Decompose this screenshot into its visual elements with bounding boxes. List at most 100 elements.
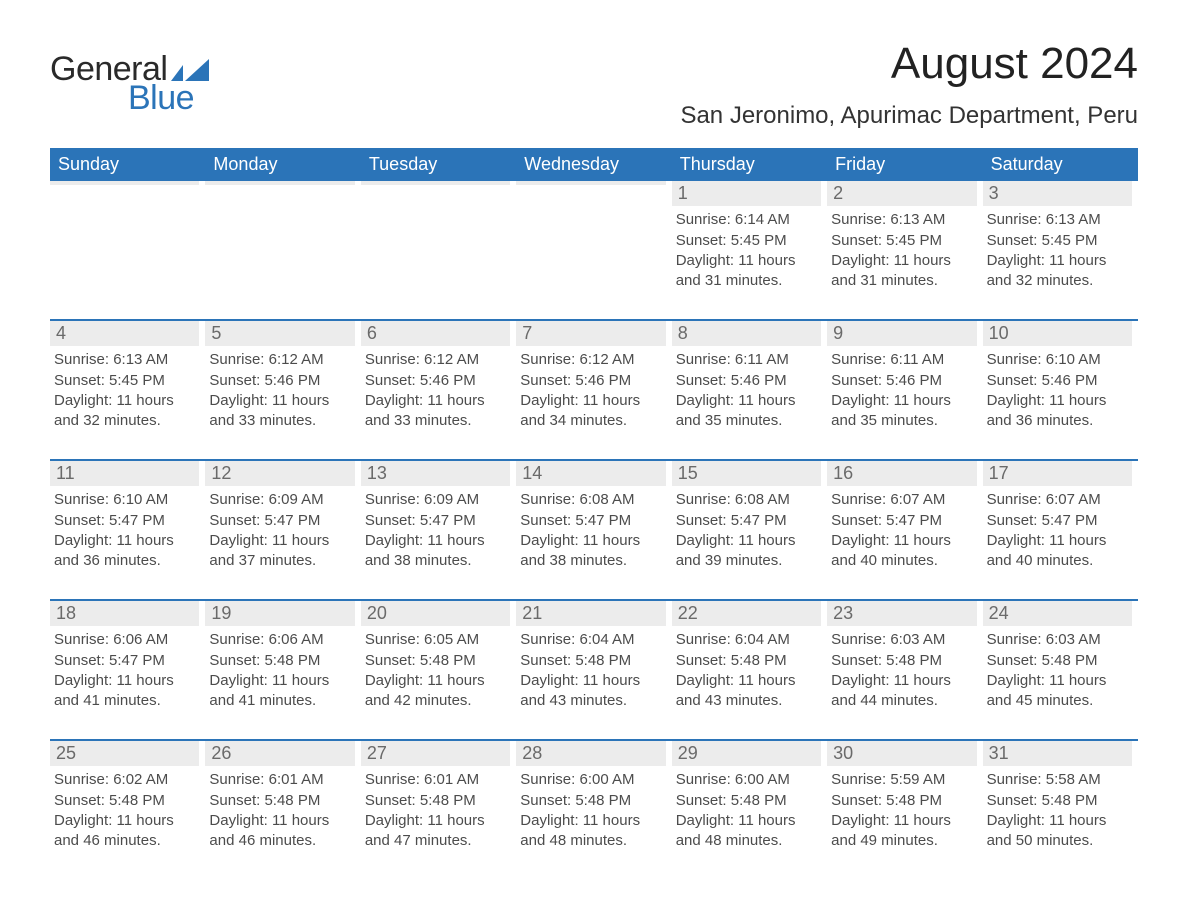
calendar-day: Sunrise: Sunset: Daylight: — [50, 181, 205, 319]
daylight-line: Daylight: 11 hours and 46 minutes. — [209, 811, 354, 852]
sunset-line: Sunset: 5:45 PM — [676, 231, 821, 251]
calendar-day: 2Sunrise: 6:13 AMSunset: 5:45 PMDaylight… — [827, 181, 982, 319]
sunset-line: Sunset: 5:48 PM — [209, 651, 354, 671]
dow-cell: Thursday — [672, 148, 827, 181]
sunset-line: Sunset: 5:47 PM — [831, 511, 976, 531]
calendar-day: 21Sunrise: 6:04 AMSunset: 5:48 PMDayligh… — [516, 601, 671, 739]
calendar-day: 10Sunrise: 6:10 AMSunset: 5:46 PMDayligh… — [983, 321, 1138, 459]
day-details: Sunrise: 6:06 AMSunset: 5:48 PMDaylight:… — [205, 630, 354, 711]
calendar-day: 22Sunrise: 6:04 AMSunset: 5:48 PMDayligh… — [672, 601, 827, 739]
daylight-line: Daylight: 11 hours and 32 minutes. — [987, 251, 1132, 292]
day-details: Sunrise: 6:04 AMSunset: 5:48 PMDaylight:… — [516, 630, 665, 711]
dow-cell: Monday — [205, 148, 360, 181]
calendar-day: 12 Sunrise: 6:09 AMSunset: 5:47 PMDayligh… — [205, 461, 360, 599]
day-details: Sunrise: 6:04 AMSunset: 5:48 PMDaylight:… — [672, 630, 821, 711]
day-details: Sunrise: 6:09 AMSunset: 5:47 PMDaylight:… — [361, 490, 510, 571]
sunrise-line: Sunrise: 6:08 AM — [520, 490, 665, 510]
sunset-line: Sunset: 5:47 PM — [676, 511, 821, 531]
day-details: Sunrise: 6:07 AMSunset: 5:47 PMDaylight:… — [983, 490, 1132, 571]
day-details: Sunrise: 6:00 AMSunset: 5:48 PMDaylight:… — [516, 770, 665, 851]
calendar-week: 25 Sunrise: 6:02 AMSunset: 5:48 PMDayligh… — [50, 739, 1138, 879]
calendar-day: 20Sunrise: 6:05 AMSunset: 5:48 PMDayligh… — [361, 601, 516, 739]
sunrise-line: Sunrise: 6:09 AM — [209, 490, 354, 510]
daylight-line: Daylight: 11 hours and 48 minutes. — [520, 811, 665, 852]
daylight-line: Daylight: 11 hours and 36 minutes. — [54, 531, 199, 572]
sunrise-line: Sunrise: 6:09 AM — [365, 490, 510, 510]
day-details: Sunrise: 6:01 AMSunset: 5:48 PMDaylight:… — [361, 770, 510, 851]
dow-cell: Saturday — [983, 148, 1138, 181]
day-number: 23 — [827, 601, 976, 626]
day-number: 7 — [516, 321, 665, 346]
sunset-line: Sunset: 5:47 PM — [365, 511, 510, 531]
daylight-line: Daylight: 11 hours and 40 minutes. — [831, 531, 976, 572]
sunrise-line: Sunrise: 6:11 AM — [676, 350, 821, 370]
daylight-line: Daylight: 11 hours and 46 minutes. — [54, 811, 199, 852]
day-details: Sunrise: 6:10 AMSunset: 5:47 PMDaylight:… — [50, 490, 199, 571]
sunset-line: Sunset: 5:46 PM — [987, 371, 1132, 391]
calendar-day: 18Sunrise: 6:06 AMSunset: 5:47 PMDayligh… — [50, 601, 205, 739]
day-details: Sunrise: 6:02 AMSunset: 5:48 PMDaylight:… — [50, 770, 199, 851]
sunset-line: Sunset: 5:46 PM — [209, 371, 354, 391]
sunset-line: Sunset: 5:46 PM — [676, 371, 821, 391]
sunset-line: Sunset: 5:45 PM — [831, 231, 976, 251]
calendar-week: Sunrise: Sunset: Daylight: Sunrise: Suns… — [50, 181, 1138, 319]
header: General Blue August 2024 San Jeronimo, A… — [50, 40, 1138, 130]
daylight-line: Daylight: 11 hours and 35 minutes. — [676, 391, 821, 432]
day-details: Sunrise: 6:13 AMSunset: 5:45 PMDaylight:… — [827, 210, 976, 291]
weeks-container: Sunrise: Sunset: Daylight: Sunrise: Suns… — [50, 181, 1138, 879]
calendar-day: 1Sunrise: 6:14 AMSunset: 5:45 PMDaylight… — [672, 181, 827, 319]
daylight-line: Daylight: 11 hours and 39 minutes. — [676, 531, 821, 572]
calendar-day: 16Sunrise: 6:07 AMSunset: 5:47 PMDayligh… — [827, 461, 982, 599]
daylight-line: Daylight: 11 hours and 31 minutes. — [831, 251, 976, 292]
calendar-day: 15 Sunrise: 6:08 AMSunset: 5:47 PMDayligh… — [672, 461, 827, 599]
sunset-line: Sunset: 5:48 PM — [831, 651, 976, 671]
calendar-day: Sunrise: Sunset: Daylight: — [361, 181, 516, 319]
daylight-line: Daylight: 11 hours and 33 minutes. — [209, 391, 354, 432]
sunset-line: Sunset: 5:45 PM — [987, 231, 1132, 251]
brand-mark-icon — [171, 59, 209, 81]
sunrise-line: Sunrise: 6:00 AM — [676, 770, 821, 790]
sunrise-line: Sunrise: 6:12 AM — [209, 350, 354, 370]
sunrise-line: Sunrise: 6:01 AM — [209, 770, 354, 790]
sunrise-line: Sunrise: 6:12 AM — [365, 350, 510, 370]
day-number: 3 — [983, 181, 1132, 206]
sunset-line: Sunset: 5:48 PM — [987, 791, 1132, 811]
day-number: 13 — [361, 461, 510, 486]
sunset-line: Sunset: 5:46 PM — [365, 371, 510, 391]
daylight-line: Daylight: 11 hours and 35 minutes. — [831, 391, 976, 432]
daylight-line: Daylight: 11 hours and 42 minutes. — [365, 671, 510, 712]
day-details: Sunrise: 6:11 AMSunset: 5:46 PMDaylight:… — [827, 350, 976, 431]
day-details: Sunrise: 6:08 AMSunset: 5:47 PMDaylight:… — [516, 490, 665, 571]
day-details: Sunrise: 6:00 AMSunset: 5:48 PMDaylight:… — [672, 770, 821, 851]
day-number: 25 — [50, 741, 199, 766]
calendar-day: 26Sunrise: 6:01 AMSunset: 5:48 PMDayligh… — [205, 741, 360, 879]
day-details: Sunrise: 6:09 AMSunset: 5:47 PMDaylight:… — [205, 490, 354, 571]
sunset-line: Sunset: 5:48 PM — [209, 791, 354, 811]
sunrise-line: Sunrise: 6:11 AM — [831, 350, 976, 370]
brand-logo: General Blue — [50, 50, 209, 118]
sunrise-line: Sunrise: 6:07 AM — [831, 490, 976, 510]
sunrise-line: Sunrise: 6:12 AM — [520, 350, 665, 370]
day-number: 9 — [827, 321, 976, 346]
daylight-line: Daylight: 11 hours and 48 minutes. — [676, 811, 821, 852]
daylight-line: Daylight: 11 hours and 43 minutes. — [676, 671, 821, 712]
day-number: 24 — [983, 601, 1132, 626]
calendar-day: 6 Sunrise: 6:12 AMSunset: 5:46 PMDaylight… — [361, 321, 516, 459]
day-number: 12 — [205, 461, 354, 486]
day-number: 29 — [672, 741, 821, 766]
day-details: Sunrise: 6:12 AMSunset: 5:46 PMDaylight:… — [361, 350, 510, 431]
calendar-day: 7Sunrise: 6:12 AMSunset: 5:46 PMDaylight… — [516, 321, 671, 459]
sunrise-line: Sunrise: 6:08 AM — [676, 490, 821, 510]
calendar-day: 9 Sunrise: 6:11 AMSunset: 5:46 PMDaylight… — [827, 321, 982, 459]
calendar-day: 29 Sunrise: 6:00 AMSunset: 5:48 PMDayligh… — [672, 741, 827, 879]
calendar-day: 13 Sunrise: 6:09 AMSunset: 5:47 PMDayligh… — [361, 461, 516, 599]
day-details: Sunrise: 6:14 AMSunset: 5:45 PMDaylight:… — [672, 210, 821, 291]
daylight-line: Daylight: 11 hours and 31 minutes. — [676, 251, 821, 292]
sunset-line: Sunset: 5:48 PM — [520, 651, 665, 671]
day-number — [205, 181, 354, 185]
sunset-line: Sunset: 5:47 PM — [987, 511, 1132, 531]
day-number: 15 — [672, 461, 821, 486]
day-number: 6 — [361, 321, 510, 346]
day-number: 28 — [516, 741, 665, 766]
day-details: Sunrise: 6:07 AMSunset: 5:47 PMDaylight:… — [827, 490, 976, 571]
